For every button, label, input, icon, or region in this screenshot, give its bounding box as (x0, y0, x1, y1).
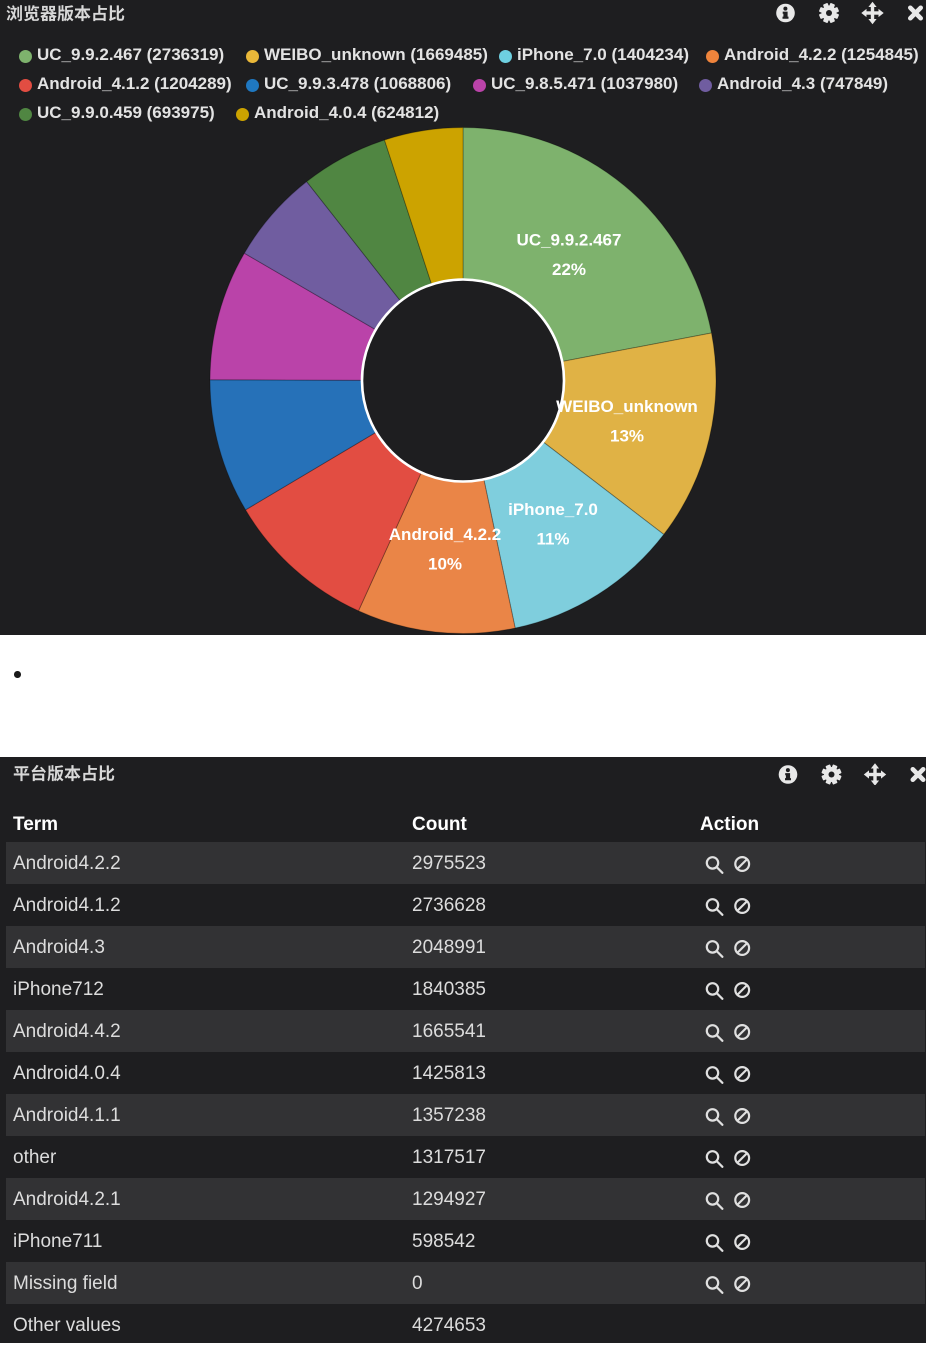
svg-text:WEIBO_unknown: WEIBO_unknown (556, 397, 698, 416)
svg-text:22%: 22% (552, 260, 586, 279)
svg-text:UC_9.9.2.467: UC_9.9.2.467 (517, 231, 622, 250)
svg-text:11%: 11% (536, 530, 569, 549)
svg-text:13%: 13% (610, 427, 644, 446)
svg-text:10%: 10% (428, 555, 462, 574)
svg-text:iPhone_7.0: iPhone_7.0 (508, 500, 598, 519)
svg-text:Android_4.2.2: Android_4.2.2 (389, 525, 501, 544)
